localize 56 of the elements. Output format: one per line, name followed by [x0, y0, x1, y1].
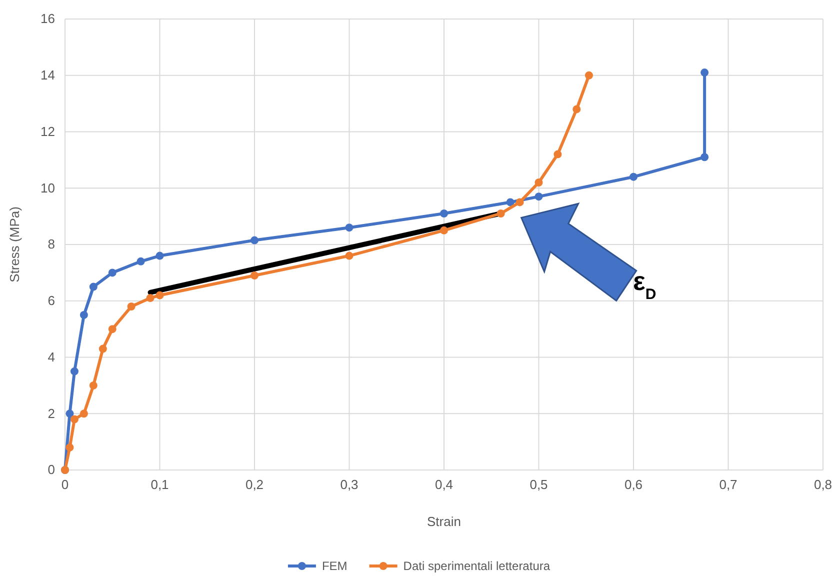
y-tick-label: 10: [40, 180, 55, 196]
y-tick-label: 2: [48, 406, 55, 421]
point: [630, 172, 638, 181]
point: [534, 192, 543, 201]
x-tick-label: 0: [61, 477, 69, 492]
point: [89, 282, 98, 291]
point: [70, 367, 78, 376]
point: [70, 415, 78, 424]
y-axis-title: Stress (MPa): [7, 206, 22, 282]
point: [250, 272, 258, 280]
x-tick-label: 0,5: [530, 477, 548, 492]
x-tick-label: 0,3: [340, 477, 358, 492]
y-tick-label: 4: [48, 349, 55, 364]
point: [80, 310, 88, 319]
point: [516, 198, 524, 206]
point: [554, 150, 562, 158]
x-tick-label: 0,7: [719, 477, 738, 492]
point: [156, 252, 164, 260]
point: [345, 224, 354, 232]
x-axis-title: Strain: [427, 514, 461, 529]
point: [250, 236, 258, 244]
point: [496, 209, 505, 218]
legend-label: Dati sperimentali letteratura: [403, 559, 550, 573]
legend-label: FEM: [322, 559, 348, 573]
point: [66, 410, 74, 418]
point: [700, 68, 709, 77]
x-tick-label: 0,1: [150, 477, 169, 492]
point: [700, 153, 709, 162]
y-tick-label: 6: [48, 293, 55, 308]
point: [440, 209, 448, 218]
y-tick-label: 0: [48, 462, 55, 478]
annotation: ε$_{D}$: [633, 266, 656, 302]
point: [506, 198, 514, 206]
point: [440, 226, 448, 234]
x-tick-label: 0,8: [814, 477, 832, 492]
point: [127, 302, 136, 311]
point: [534, 178, 543, 186]
y-tick-label: 8: [48, 236, 55, 252]
point: [108, 325, 116, 334]
x-tick-label: 0,2: [245, 477, 264, 492]
point: [98, 344, 107, 353]
point: [66, 443, 74, 452]
y-tick-label: 16: [40, 11, 55, 26]
point: [108, 268, 116, 277]
point: [572, 105, 581, 114]
x-tick-label: 0,4: [434, 477, 454, 492]
y-tick-label: 14: [40, 68, 55, 83]
point: [345, 252, 354, 260]
point: [136, 257, 145, 266]
point: [146, 294, 154, 302]
y-tick-label: 12: [40, 124, 55, 139]
point: [80, 410, 88, 418]
point: [584, 71, 593, 80]
point: [89, 381, 98, 390]
point: [156, 291, 164, 300]
x-tick-label: 0,6: [624, 477, 643, 492]
